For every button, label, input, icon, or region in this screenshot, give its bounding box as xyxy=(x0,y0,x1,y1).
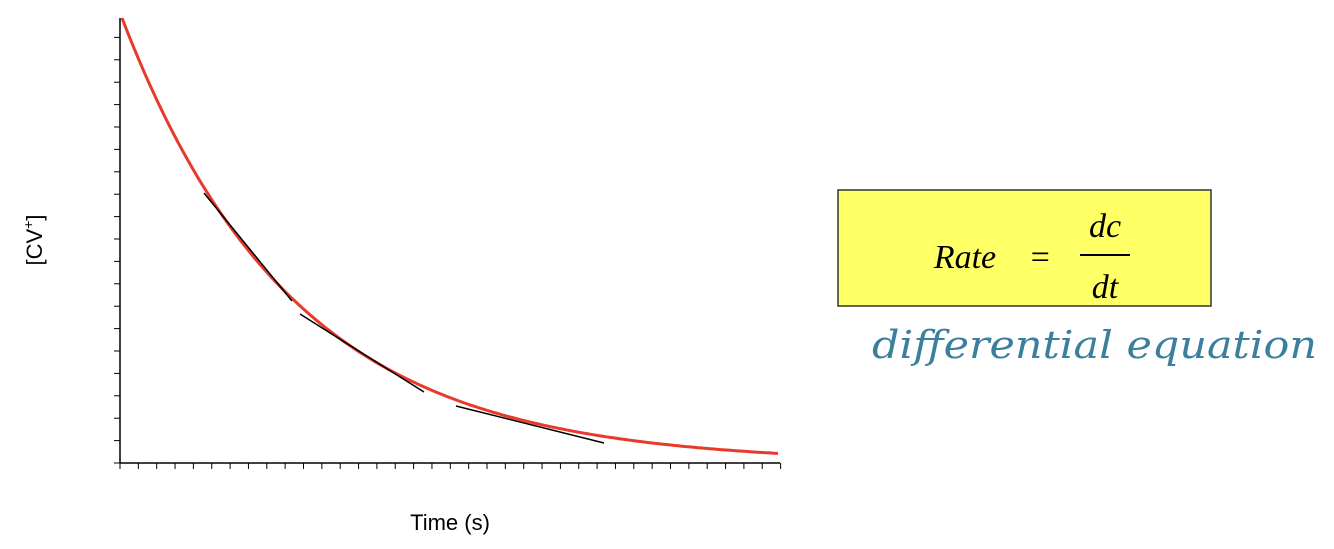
equation-denominator: dt xyxy=(1092,269,1120,306)
equation-box xyxy=(837,189,1212,307)
tangent-line xyxy=(299,313,425,393)
tangent-lines xyxy=(203,192,605,444)
x-axis-label: Time (s) xyxy=(410,510,490,535)
annotation: differential equation xyxy=(872,323,1317,367)
y-label-sup: + xyxy=(20,221,36,229)
tangent-line xyxy=(455,405,605,444)
equation-lhs: Rate xyxy=(933,239,996,276)
y-label-main: [CV xyxy=(22,229,47,266)
y-axis-label: [CV+] xyxy=(20,215,47,266)
tangent-line xyxy=(203,192,293,302)
decay-curve xyxy=(120,17,779,455)
y-label-close: ] xyxy=(22,215,47,221)
equation-equals: = xyxy=(1029,239,1052,276)
equation-numerator: dc xyxy=(1089,208,1121,245)
axes xyxy=(114,18,782,469)
